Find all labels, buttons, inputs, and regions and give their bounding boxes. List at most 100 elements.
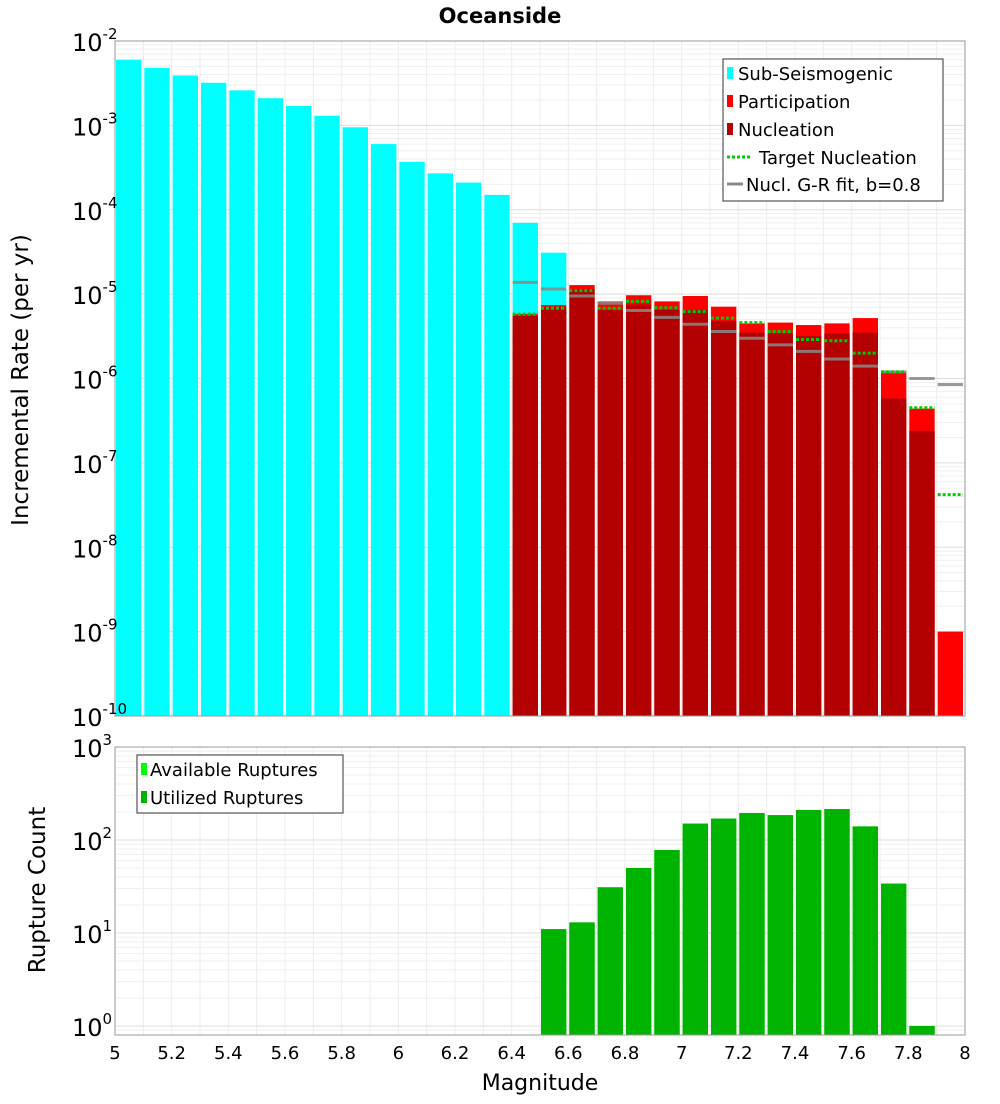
- x-tick-label: 6.4: [497, 1043, 526, 1064]
- top-y-tick-label: 10-2: [72, 25, 118, 57]
- x-tick-label: 5.6: [271, 1043, 300, 1064]
- nucleation-bar: [512, 316, 538, 716]
- nucleation-bar: [739, 332, 765, 716]
- legend-label-utilized-ruptures: Utilized Ruptures: [150, 788, 303, 809]
- bottom-legend-box: [136, 754, 344, 814]
- top-y-tick-label: 10-10: [72, 700, 127, 732]
- sub-seismogenic-bar: [116, 59, 142, 716]
- legend-label-gr-fit: Nucl. G-R fit, b=0.8: [746, 175, 921, 196]
- sub-seismogenic-bar: [229, 90, 255, 716]
- sub-seismogenic-bar: [286, 105, 312, 717]
- top-y-tick-label: 10-8: [72, 531, 118, 563]
- top-y-tick-labels: 10-2 10-3 10-4 10-5 10-6 10-7 10-8 10-9 10-10: [72, 25, 127, 732]
- chart-title: Oceanside: [439, 4, 562, 28]
- nucleation-bar: [711, 321, 737, 716]
- utilized-ruptures-bar: [569, 922, 595, 1035]
- x-tick-label: 6.8: [611, 1043, 640, 1064]
- top-plot-frame: [114, 40, 966, 717]
- x-tick-label: 7.6: [837, 1043, 866, 1064]
- bottom-y-axis-label: Rupture Count: [25, 807, 51, 973]
- bottom-y-tick-label: 102: [72, 824, 112, 856]
- legend-label-sub-seismogenic: Sub-Seismogenic: [738, 64, 893, 85]
- utilized-ruptures-bar: [597, 887, 623, 1035]
- utilized-ruptures-bar: [767, 815, 793, 1035]
- top-y-tick-label: 10-5: [72, 278, 118, 310]
- top-y-tick-label: 10-9: [72, 616, 118, 648]
- nucleation-bar: [541, 307, 567, 716]
- legend-swatch-sub-seismogenic: [727, 67, 733, 79]
- nucleation-bar: [597, 309, 623, 716]
- x-tick-label: 5.2: [157, 1043, 186, 1064]
- utilized-ruptures-bar: [824, 809, 850, 1035]
- top-legend-box: [722, 58, 944, 202]
- nucleation-bar: [881, 398, 907, 716]
- top-legend: Sub-Seismogenic Participation Nucleation…: [722, 58, 944, 202]
- bottom-plot-frame: [114, 746, 966, 1036]
- sub-seismogenic-bar: [371, 144, 397, 716]
- legend-label-available-ruptures: Available Ruptures: [150, 760, 318, 781]
- x-tick-label: 5: [109, 1043, 120, 1064]
- bottom-y-tick-label: 103: [72, 731, 112, 763]
- sub-seismogenic-bar: [342, 127, 368, 716]
- x-tick-labels: 5 5.2 5.4 5.6 5.8 6 6.2 6.4 6.6 6.8 7 7.2 7.4 7.6 7.8 8: [109, 1043, 970, 1064]
- legend-label-nucleation: Nucleation: [738, 120, 834, 141]
- x-tick-label: 5.8: [327, 1043, 356, 1064]
- nucleation-bar: [767, 333, 793, 716]
- utilized-ruptures-bar: [881, 883, 907, 1035]
- top-y-tick-label: 10-4: [72, 194, 118, 226]
- top-y-axis-label: Incremental Rate (per yr): [8, 234, 34, 526]
- sub-seismogenic-bar: [484, 194, 510, 716]
- nucleation-bar: [824, 333, 850, 716]
- legend-swatch-utilized-ruptures: [141, 791, 147, 803]
- sub-seismogenic-bar: [257, 98, 283, 716]
- top-y-tick-label: 10-7: [72, 447, 118, 479]
- bottom-y-tick-label: 101: [72, 917, 112, 949]
- utilized-ruptures-bar: [796, 810, 822, 1035]
- bottom-legend: Available Ruptures Utilized Ruptures: [136, 754, 344, 814]
- x-tick-label: 7.8: [894, 1043, 923, 1064]
- nucleation-bar: [682, 309, 708, 716]
- bottom-y-tick-labels: 103 102 101 100: [72, 731, 112, 1042]
- utilized-ruptures-bar: [541, 929, 567, 1035]
- x-tick-label: 6.2: [441, 1043, 470, 1064]
- nucleation-bar: [569, 289, 595, 716]
- x-tick-label: 6.6: [554, 1043, 583, 1064]
- nucleation-bar: [796, 335, 822, 716]
- sub-seismogenic-bar: [456, 182, 482, 716]
- top-y-tick-label: 10-6: [72, 363, 118, 395]
- x-tick-label: 7: [676, 1043, 687, 1064]
- sub-seismogenic-bar: [427, 173, 453, 716]
- nucleation-bar: [626, 304, 652, 716]
- x-tick-label: 5.4: [214, 1043, 243, 1064]
- legend-swatch-available-ruptures: [141, 763, 147, 775]
- legend-label-target-nucleation: Target Nucleation: [758, 148, 917, 169]
- x-tick-label: 6: [393, 1043, 404, 1064]
- utilized-ruptures-bar: [739, 813, 765, 1035]
- legend-swatch-participation: [727, 95, 733, 107]
- x-tick-label: 7.4: [781, 1043, 810, 1064]
- legend-label-participation: Participation: [738, 92, 850, 113]
- top-lines: [512, 280, 963, 497]
- nucleation-bar: [654, 309, 680, 716]
- bottom-y-tick-label: 100: [72, 1010, 112, 1042]
- sub-seismogenic-bar: [144, 67, 170, 717]
- sub-seismogenic-bar: [314, 115, 340, 716]
- nucleation-bar: [852, 332, 878, 716]
- sub-seismogenic-bar: [172, 75, 198, 717]
- utilized-ruptures-bar: [654, 850, 680, 1035]
- sub-seismogenic-bar: [201, 82, 227, 716]
- x-tick-label: 8: [959, 1043, 970, 1064]
- utilized-ruptures-bar: [711, 818, 737, 1035]
- utilized-ruptures-bar: [909, 1025, 935, 1035]
- utilized-ruptures-bar: [852, 826, 878, 1035]
- sub-seismogenic-bar: [399, 161, 425, 716]
- nucleation-bar: [909, 430, 935, 716]
- x-axis-label: Magnitude: [482, 1071, 599, 1096]
- participation-bar: [937, 631, 963, 716]
- utilized-ruptures-bar: [682, 823, 708, 1035]
- utilized-ruptures-bar: [626, 867, 652, 1035]
- top-y-tick-label: 10-3: [72, 109, 118, 141]
- x-tick-label: 7.2: [724, 1043, 753, 1064]
